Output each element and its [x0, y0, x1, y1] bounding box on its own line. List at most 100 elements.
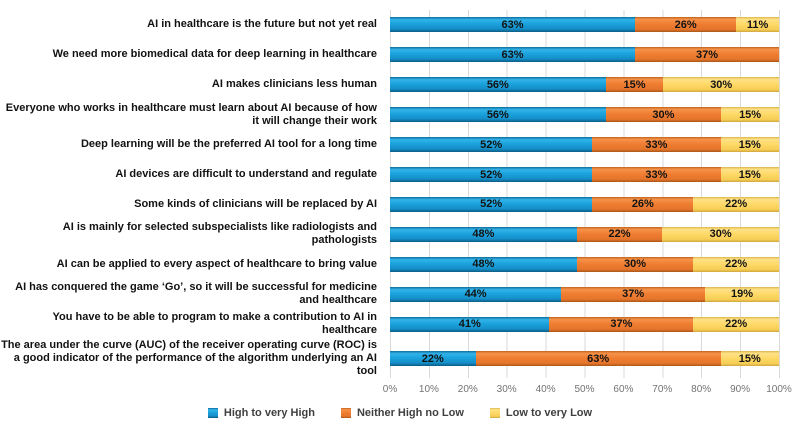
bar-segment-low: 15%: [721, 107, 779, 123]
chart-row: AI devices are difficult to understand a…: [0, 160, 779, 190]
bar-value-label: 52%: [480, 198, 503, 211]
bar-segment-low: 22%: [693, 256, 779, 272]
bar-segment-neither: 30%: [576, 256, 694, 272]
chart-row: AI can be applied to every aspect of hea…: [0, 249, 779, 279]
bar-value-label: 26%: [674, 18, 697, 31]
bar-track: 48% 30% 22%: [390, 256, 779, 272]
bar-segment-high: 48%: [390, 226, 577, 242]
legend-marker-high: [207, 408, 218, 418]
bar-value-label: 56%: [486, 78, 509, 91]
bar-track: 56% 15% 30%: [390, 77, 779, 93]
bar-value-label: 15%: [738, 352, 761, 365]
bar-value-label: 52%: [480, 138, 503, 151]
bar-track: 48% 22% 30%: [390, 226, 779, 242]
bar-track: 63% 37%: [390, 47, 779, 63]
bar-value-label: 30%: [709, 228, 732, 241]
legend-marker-neither: [340, 408, 351, 418]
legend-item-low: Low to very Low: [489, 407, 593, 419]
category-label: You have to be able to program to make a…: [52, 311, 377, 337]
x-axis-tick-label: 40%: [535, 384, 556, 395]
bar-segment-high: 63%: [390, 17, 636, 33]
bar-value-label: 37%: [696, 48, 719, 61]
bar-segment-high: 52%: [390, 167, 593, 183]
bar-segment-neither: 37%: [561, 286, 706, 302]
legend-label: Neither High no Low: [356, 407, 464, 419]
legend-marker-low: [489, 408, 500, 418]
bar-segment-low: 22%: [693, 196, 779, 212]
category-label: AI has conquered the game ‘Go’, so it wi…: [15, 281, 377, 307]
chart-rows: AI in healthcare is the future but not y…: [0, 10, 779, 378]
x-axis-tick-label: 80%: [691, 384, 712, 395]
bar-value-label: 26%: [631, 198, 654, 211]
bar-segment-low: 30%: [663, 77, 779, 93]
bar-segment-high: 56%: [390, 77, 606, 93]
x-axis-tick-label: 30%: [496, 384, 517, 395]
bar-track: 44% 37% 19%: [390, 286, 779, 302]
bar-segment-low: 15%: [720, 137, 779, 153]
bar-value-label: 30%: [710, 78, 733, 91]
bar-segment-high: 48%: [390, 256, 577, 272]
chart-row: You have to be able to program to make a…: [0, 309, 779, 339]
category-label: AI devices are difficult to understand a…: [115, 168, 377, 181]
x-axis-tick-label: 90%: [730, 384, 751, 395]
bar-value-label: 52%: [480, 168, 503, 181]
chart-row: AI is mainly for selected subspecialists…: [0, 219, 779, 249]
bar-segment-low: 30%: [662, 226, 779, 242]
bar-value-label: 22%: [725, 258, 748, 271]
chart-row: We need more biomedical data for deep le…: [0, 40, 779, 70]
bar-value-label: 11%: [746, 18, 769, 31]
plot-gridlines: [390, 10, 780, 378]
bar-segment-neither: 30%: [605, 107, 722, 123]
bar-value-label: 33%: [645, 168, 668, 181]
legend: High to very High Neither High no Low Low …: [0, 407, 800, 419]
bar-value-label: 22%: [421, 352, 444, 365]
legend-label: Low to very Low: [505, 407, 593, 419]
bar-value-label: 63%: [501, 48, 524, 61]
bar-segment-neither: 63%: [475, 351, 721, 367]
bar-value-label: 41%: [458, 318, 481, 331]
bar-segment-low: 22%: [693, 316, 779, 332]
bar-track: 56% 30% 15%: [390, 107, 779, 123]
bar-segment-high: 41%: [390, 316, 550, 332]
bar-segment-low: 15%: [720, 351, 779, 367]
bar-track: 52% 33% 15%: [390, 137, 779, 153]
category-label: We need more biomedical data for deep le…: [52, 48, 377, 61]
bar-value-label: 56%: [486, 108, 509, 121]
x-axis-tick-label: 60%: [613, 384, 634, 395]
bar-value-label: 15%: [738, 168, 761, 181]
bar-value-label: 48%: [472, 258, 495, 271]
chart-row: Deep learning will be the preferred AI t…: [0, 130, 779, 160]
bar-segment-neither: 26%: [592, 196, 694, 212]
x-axis-tick-label: 0%: [382, 384, 398, 395]
bar-value-label: 30%: [624, 258, 647, 271]
category-label: AI makes clinicians less human: [211, 78, 377, 91]
bar-value-label: 48%: [472, 228, 495, 241]
bar-segment-neither: 26%: [635, 17, 737, 33]
category-label: AI is mainly for selected subspecialists…: [62, 221, 377, 247]
bar-segment-neither: 33%: [592, 167, 721, 183]
bar-value-label: 30%: [652, 108, 675, 121]
legend-item-high: High to very High: [207, 407, 315, 419]
category-label: AI in healthcare is the future but not y…: [147, 18, 377, 31]
bar-value-label: 22%: [725, 198, 748, 211]
bar-track: 52% 33% 15%: [390, 167, 779, 183]
category-label: Some kinds of clinicians will be replace…: [134, 198, 377, 210]
bar-segment-low: 11%: [736, 17, 779, 33]
x-axis-tick-label: 100%: [766, 384, 792, 395]
x-axis-tick-label: 50%: [574, 384, 595, 395]
bar-segment-neither: 37%: [549, 316, 694, 332]
bar-value-label: 19%: [731, 288, 754, 301]
x-axis-tick-label: 70%: [652, 384, 673, 395]
bar-segment-low: 15%: [720, 167, 779, 183]
bar-track: 22% 63% 15%: [390, 351, 779, 367]
bar-value-label: 22%: [725, 318, 748, 331]
bar-segment-neither: 37%: [635, 47, 779, 63]
bar-value-label: 63%: [587, 352, 610, 365]
legend-item-neither: Neither High no Low: [340, 407, 464, 419]
chart-row: AI has conquered the game ‘Go’, so it wi…: [0, 279, 779, 309]
bar-value-label: 22%: [608, 228, 631, 241]
bar-value-label: 44%: [464, 288, 487, 301]
bar-segment-high: 44%: [390, 286, 562, 302]
bar-value-label: 37%: [622, 288, 645, 301]
